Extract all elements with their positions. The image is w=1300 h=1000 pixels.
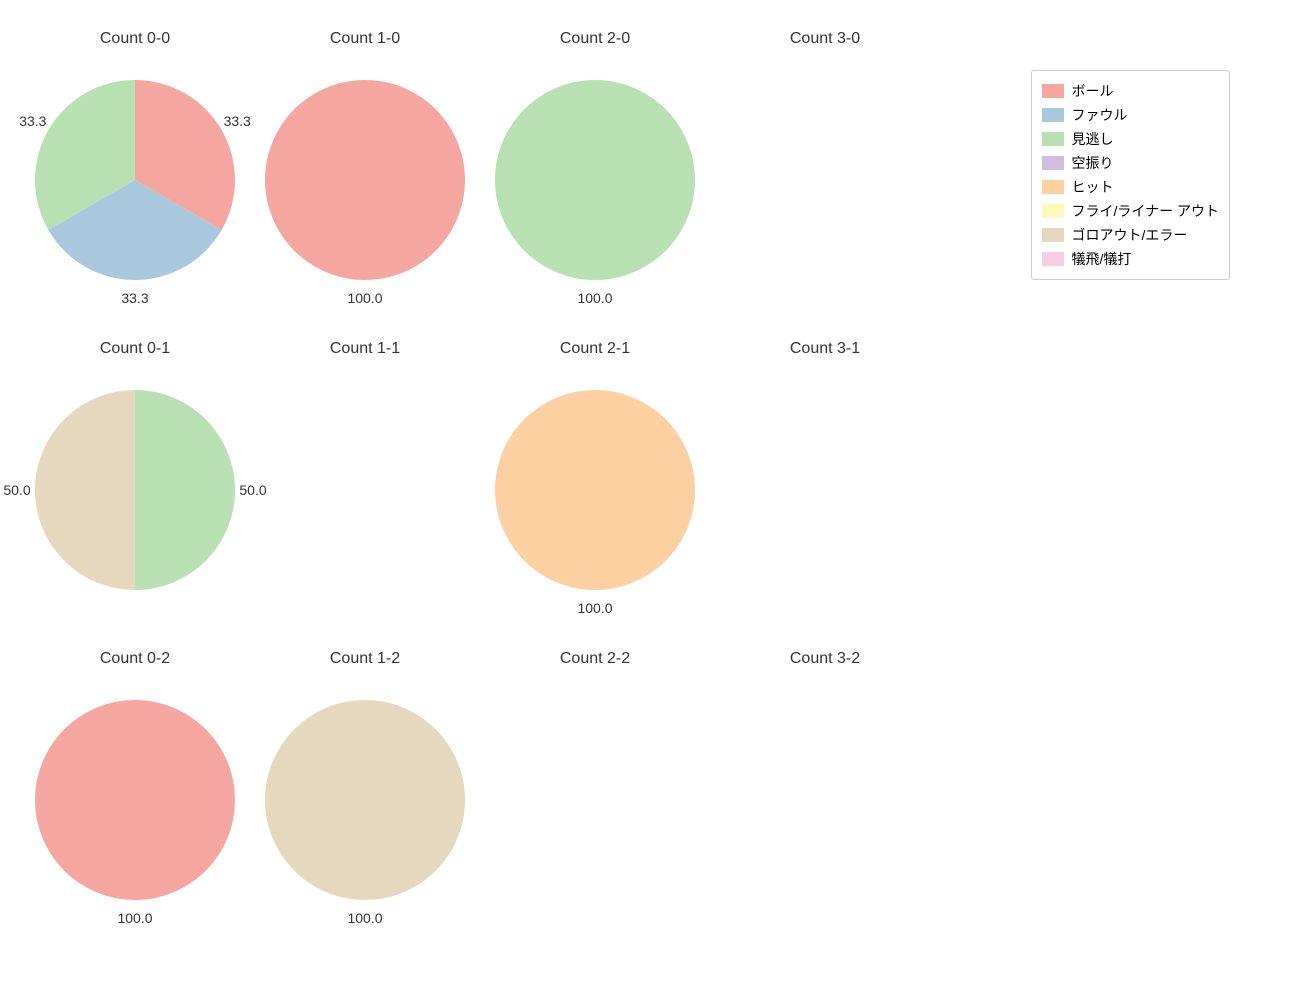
panel: Count 3-2 [710, 640, 940, 950]
legend-label: 犠飛/犠打 [1072, 249, 1132, 269]
pie-chart: 100.0 [495, 80, 695, 280]
panel-title: Count 3-2 [710, 650, 940, 668]
pie-svg [495, 80, 695, 280]
panel: Count 0-033.333.333.3 [20, 20, 250, 330]
slice-label: 50.0 [3, 482, 30, 498]
pie-slice [495, 390, 695, 590]
slice-label: 100.0 [117, 910, 152, 926]
slice-label: 100.0 [347, 290, 382, 306]
pie-chart: 50.050.0 [35, 390, 235, 590]
slice-label: 100.0 [577, 600, 612, 616]
panel-title: Count 1-1 [250, 340, 480, 358]
panel: Count 2-2 [480, 640, 710, 950]
panel-title: Count 0-2 [20, 650, 250, 668]
legend-label: ヒット [1072, 177, 1114, 197]
panel: Count 1-1 [250, 330, 480, 640]
panel-title: Count 3-1 [710, 340, 940, 358]
pie-slice [35, 700, 235, 900]
legend-item-look: 見逃し [1042, 127, 1220, 151]
panel-title: Count 3-0 [710, 30, 940, 48]
legend-item-flyout: フライ/ライナー アウト [1042, 199, 1220, 223]
legend-label: ゴロアウト/エラー [1072, 225, 1188, 245]
legend-swatch [1042, 84, 1064, 98]
panel: Count 0-1 50.050.0 [20, 330, 250, 640]
pie-svg [35, 390, 235, 590]
pie-chart: 100.0 [265, 80, 465, 280]
legend-swatch [1042, 132, 1064, 146]
panel-title: Count 1-0 [250, 30, 480, 48]
pie-svg [35, 80, 235, 280]
legend-swatch [1042, 228, 1064, 242]
slice-label: 33.3 [121, 290, 148, 306]
legend-label: ファウル [1072, 105, 1128, 125]
legend: ボールファウル見逃し空振りヒットフライ/ライナー アウトゴロアウト/エラー犠飛/… [1031, 70, 1231, 280]
pie-slice [265, 700, 465, 900]
pie-chart: 100.0 [495, 390, 695, 590]
pie-chart: 100.0 [35, 700, 235, 900]
panel-title: Count 2-1 [480, 340, 710, 358]
legend-item-ball: ボール [1042, 79, 1220, 103]
legend-swatch [1042, 204, 1064, 218]
pie-slice [265, 80, 465, 280]
legend-item-groundout: ゴロアウト/エラー [1042, 223, 1220, 247]
legend-swatch [1042, 156, 1064, 170]
pie-svg [265, 80, 465, 280]
slice-label: 33.3 [224, 113, 251, 129]
pie-svg [35, 700, 235, 900]
legend-item-sac: 犠飛/犠打 [1042, 247, 1220, 271]
pie-slice [495, 80, 695, 280]
slice-label: 33.3 [19, 113, 46, 129]
legend-swatch [1042, 252, 1064, 266]
panel: Count 2-0 100.0 [480, 20, 710, 330]
slice-label: 100.0 [577, 290, 612, 306]
legend-item-swing: 空振り [1042, 151, 1220, 175]
pie-chart: 33.333.333.3 [35, 80, 235, 280]
pie-svg [265, 700, 465, 900]
legend-label: 見逃し [1072, 129, 1114, 149]
panel-title: Count 0-0 [20, 30, 250, 48]
panel-title: Count 0-1 [20, 340, 250, 358]
panel: Count 1-0 100.0 [250, 20, 480, 330]
slice-label: 100.0 [347, 910, 382, 926]
legend-swatch [1042, 180, 1064, 194]
panel-title: Count 2-0 [480, 30, 710, 48]
legend-label: 空振り [1072, 153, 1114, 173]
panel: Count 3-0 [710, 20, 940, 330]
legend-item-hit: ヒット [1042, 175, 1220, 199]
legend-label: ボール [1072, 81, 1114, 101]
legend-item-foul: ファウル [1042, 103, 1220, 127]
panel-title: Count 1-2 [250, 650, 480, 668]
pie-chart: 100.0 [265, 700, 465, 900]
panel: Count 3-1 [710, 330, 940, 640]
pie-slice [135, 390, 235, 590]
legend-label: フライ/ライナー アウト [1072, 201, 1220, 221]
panel: Count 0-2 100.0 [20, 640, 250, 950]
panel: Count 1-2 100.0 [250, 640, 480, 950]
panel-title: Count 2-2 [480, 650, 710, 668]
pie-slice [35, 390, 135, 590]
panel: Count 2-1 100.0 [480, 330, 710, 640]
pie-svg [495, 390, 695, 590]
legend-swatch [1042, 108, 1064, 122]
